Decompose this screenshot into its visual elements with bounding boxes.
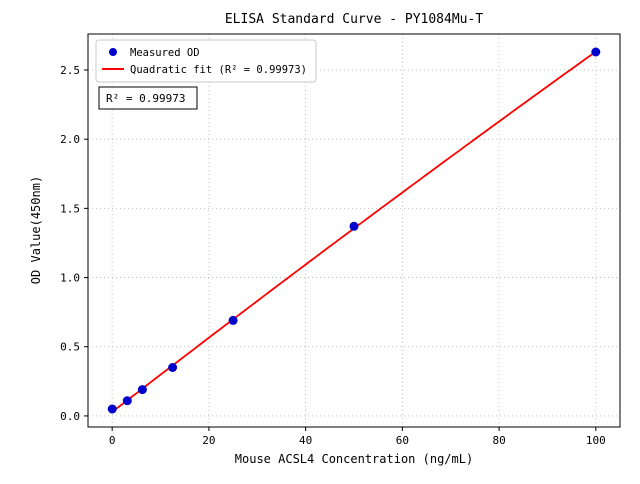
data-point <box>168 363 178 372</box>
x-tick-label: 40 <box>299 434 312 447</box>
r-squared-box <box>98 86 198 110</box>
legend-label-quadratic-fit: Quadratic fit (R² = 0.99973) <box>130 64 307 76</box>
axis-ticks: 0 20 40 60 80 100 0.0 0.5 1.0 1.5 2.0 2.5 <box>60 64 606 447</box>
data-point <box>107 404 117 414</box>
y-axis-label: OD Value(450nm) <box>29 176 43 284</box>
y-tick-label: 0.5 <box>60 341 80 354</box>
legend-box <box>95 39 317 83</box>
data-series <box>107 47 601 414</box>
x-tick-label: 20 <box>202 434 215 447</box>
y-tick-label: 0.0 <box>60 410 80 423</box>
chart-title: ELISA Standard Curve - PY1084Mu-T <box>225 12 483 27</box>
y-tick-label: 1.0 <box>60 272 80 285</box>
y-tick-label: 1.5 <box>60 202 80 215</box>
data-point <box>349 221 359 231</box>
data-point <box>122 396 132 406</box>
x-tick-label: 60 <box>396 434 409 447</box>
y-tick-label: 2.0 <box>60 133 80 146</box>
data-point <box>591 47 601 57</box>
data-point <box>228 315 238 325</box>
legend-label-measured-od: Measured OD <box>130 47 200 59</box>
plot-border <box>87 33 621 428</box>
y-tick-label: 2.5 <box>60 64 80 77</box>
x-tick-label: 0 <box>109 434 116 447</box>
r-squared-text: R² = 0.99973 <box>106 92 185 105</box>
x-tick-label: 80 <box>492 434 505 447</box>
legend: Measured OD Quadratic fit (R² = 0.99973) <box>95 39 317 83</box>
r-squared-annotation: R² = 0.99973 <box>98 86 198 110</box>
x-axis-label: Mouse ACSL4 Concentration (ng/mL) <box>235 452 473 466</box>
x-tick-label: 100 <box>586 434 606 447</box>
data-point <box>137 385 147 395</box>
legend-marker-measured-od <box>109 48 117 56</box>
